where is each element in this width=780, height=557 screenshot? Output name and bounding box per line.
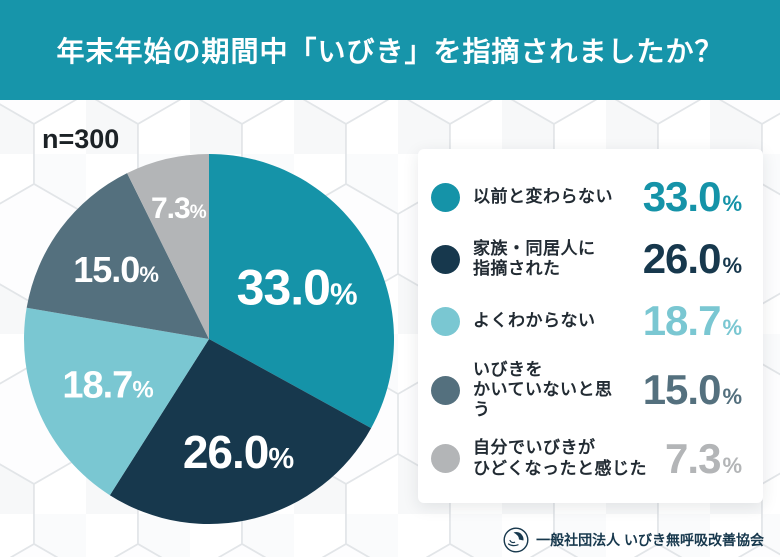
legend-card: 以前と変わらない 33.0% 家族・同居人に 指摘された 26.0% よくわからない 18.… (418, 149, 763, 503)
legend-item-value: 18.7% (642, 297, 742, 345)
footer-logo: 一般社団法人 いびき無呼吸改善協会 (503, 527, 764, 553)
legend-item: 家族・同居人に 指摘された 26.0% (431, 235, 742, 283)
pie-slice (127, 154, 209, 339)
sleeping-person-icon (503, 527, 529, 553)
legend-color-dot (431, 306, 460, 336)
legend-item-label: よくわからない (473, 311, 596, 331)
pie-slice-label: 15.0% (73, 249, 158, 290)
legend-color-dot (431, 444, 460, 474)
pie-slice (109, 339, 372, 525)
legend-item-label: いびきを かいていないと思う (473, 359, 613, 420)
organization-name: 一般社団法人 いびき無呼吸改善協会 (536, 532, 764, 548)
legend-color-dot (431, 375, 460, 405)
legend-item: 以前と変わらない 33.0% (431, 173, 742, 221)
legend-item: よくわからない 18.7% (431, 297, 742, 345)
pie-slice-label: 7.3% (151, 192, 207, 225)
pie-slice-label: 18.7% (62, 364, 153, 406)
pie-slice (24, 307, 210, 496)
header-banner: 年末年始の期間中「いびき」を指摘されましたか？ (0, 0, 780, 100)
legend-item-label: 自分でいびきが ひどくなったと感じた (473, 438, 647, 478)
pie-slice (209, 154, 395, 429)
legend-color-dot (431, 244, 460, 274)
legend-item-value: 15.0% (642, 366, 742, 414)
pie-slice-label: 26.0% (183, 426, 295, 478)
legend-item-value: 26.0% (642, 235, 742, 283)
legend-item-value: 7.3% (665, 434, 742, 482)
legend-item: 自分でいびきが ひどくなったと感じた 7.3% (431, 434, 742, 483)
pie-slice-label: 33.0% (237, 260, 357, 316)
pie-chart-container: 33.0% 26.0% 18.7% 15.0% 7.3% (24, 154, 395, 529)
pie-slice (26, 173, 209, 339)
page-title: 年末年始の期間中「いびき」を指摘されましたか？ (56, 36, 724, 67)
legend-item-value: 33.0% (642, 173, 742, 221)
legend-item: いびきを かいていないと思う 15.0% (431, 359, 742, 421)
legend-item-label: 家族・同居人に 指摘された (473, 238, 596, 279)
pie-chart: 33.0% 26.0% 18.7% 15.0% 7.3% (24, 154, 395, 525)
legend-item-label: 以前と変わらない (473, 186, 613, 206)
legend-color-dot (431, 182, 460, 212)
sample-size-label: n=300 (42, 124, 120, 154)
